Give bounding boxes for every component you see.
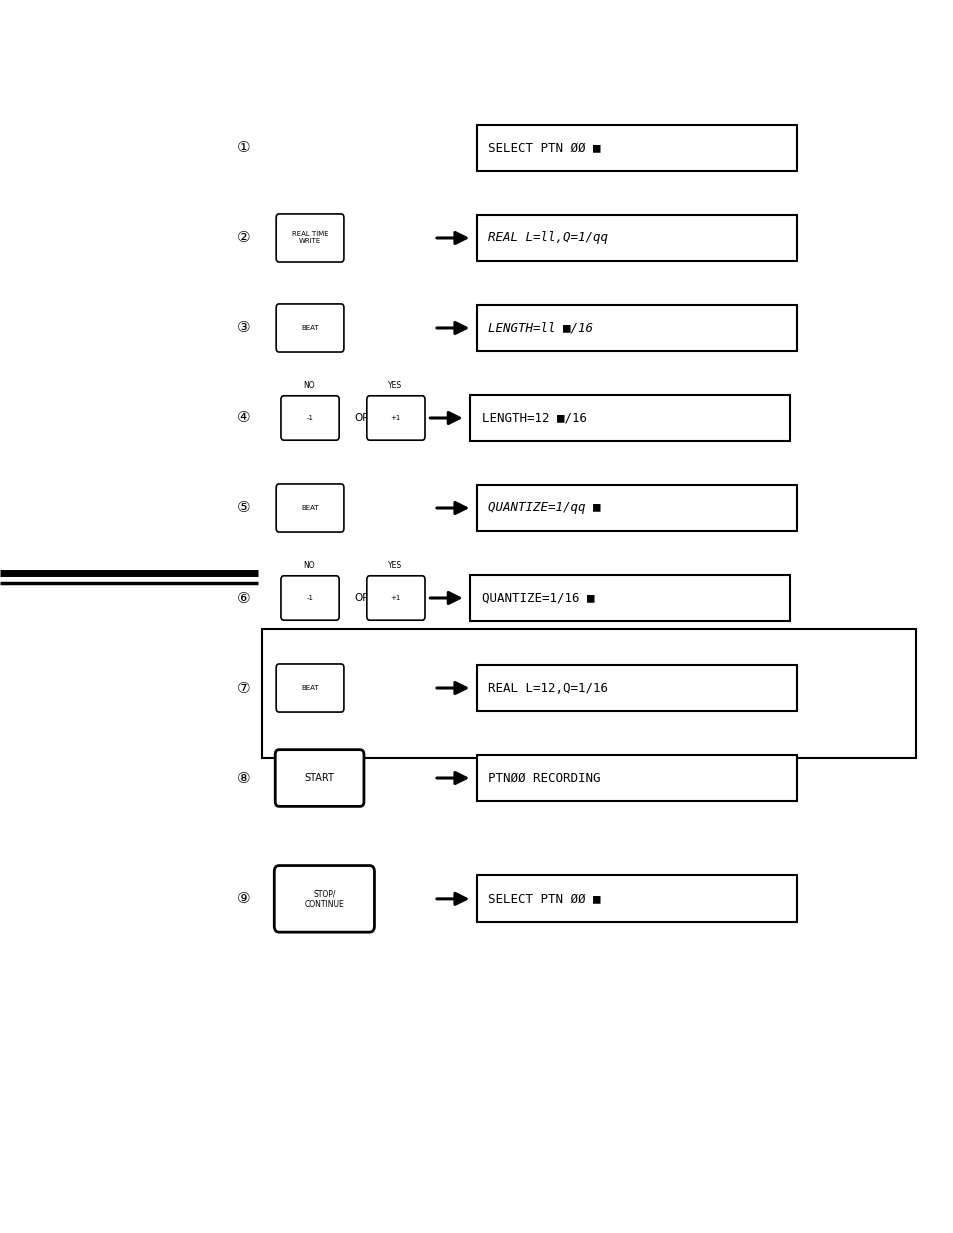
FancyBboxPatch shape bbox=[476, 755, 796, 801]
Text: BEAT: BEAT bbox=[301, 506, 318, 510]
Text: +1: +1 bbox=[391, 416, 400, 420]
FancyBboxPatch shape bbox=[275, 483, 343, 531]
FancyBboxPatch shape bbox=[274, 866, 374, 932]
Text: OR: OR bbox=[355, 593, 370, 603]
Text: SELECT PTN ØØ ■: SELECT PTN ØØ ■ bbox=[488, 893, 600, 905]
Text: -1: -1 bbox=[306, 596, 314, 600]
Text: LENGTH=12 ■/16: LENGTH=12 ■/16 bbox=[481, 412, 586, 424]
Text: QUANTIZE=1/16 ■: QUANTIZE=1/16 ■ bbox=[481, 592, 594, 604]
FancyBboxPatch shape bbox=[476, 665, 796, 711]
FancyBboxPatch shape bbox=[275, 663, 343, 713]
Text: ⑧: ⑧ bbox=[236, 771, 250, 785]
FancyBboxPatch shape bbox=[476, 125, 796, 171]
Text: LENGTH=ll ■/16: LENGTH=ll ■/16 bbox=[488, 322, 593, 334]
Text: REAL TIME
WRITE: REAL TIME WRITE bbox=[292, 232, 328, 244]
Text: REAL L=ll,Q=1/qq: REAL L=ll,Q=1/qq bbox=[488, 232, 608, 244]
Text: STOP/
CONTINUE: STOP/ CONTINUE bbox=[304, 889, 344, 909]
Text: ④: ④ bbox=[236, 411, 250, 425]
FancyBboxPatch shape bbox=[274, 750, 364, 806]
Text: ②: ② bbox=[236, 231, 250, 245]
Text: -1: -1 bbox=[306, 416, 314, 420]
Text: ⑦: ⑦ bbox=[236, 681, 250, 695]
Text: ③: ③ bbox=[236, 321, 250, 335]
Text: BEAT: BEAT bbox=[301, 326, 318, 330]
FancyBboxPatch shape bbox=[476, 305, 796, 351]
Text: +1: +1 bbox=[391, 596, 400, 600]
FancyBboxPatch shape bbox=[262, 629, 915, 758]
Text: PTNØØ RECORDING: PTNØØ RECORDING bbox=[488, 772, 600, 784]
Text: ⑥: ⑥ bbox=[236, 591, 250, 605]
Text: YES: YES bbox=[388, 561, 401, 571]
Text: SELECT PTN ØØ ■: SELECT PTN ØØ ■ bbox=[488, 142, 600, 154]
Text: BEAT: BEAT bbox=[301, 686, 318, 690]
FancyBboxPatch shape bbox=[275, 303, 343, 353]
Text: NO: NO bbox=[303, 381, 314, 391]
Text: START: START bbox=[304, 773, 335, 783]
Text: OR: OR bbox=[355, 413, 370, 423]
FancyBboxPatch shape bbox=[366, 576, 424, 620]
FancyBboxPatch shape bbox=[470, 395, 789, 441]
Text: ①: ① bbox=[236, 141, 250, 155]
FancyBboxPatch shape bbox=[280, 396, 338, 440]
FancyBboxPatch shape bbox=[470, 575, 789, 621]
FancyBboxPatch shape bbox=[476, 875, 796, 922]
Text: NO: NO bbox=[303, 561, 314, 571]
FancyBboxPatch shape bbox=[476, 215, 796, 261]
FancyBboxPatch shape bbox=[280, 576, 338, 620]
Text: YES: YES bbox=[388, 381, 401, 391]
Text: REAL L=12,Q=1/16: REAL L=12,Q=1/16 bbox=[488, 682, 608, 694]
Text: ⑤: ⑤ bbox=[236, 501, 250, 515]
FancyBboxPatch shape bbox=[366, 396, 424, 440]
FancyBboxPatch shape bbox=[476, 485, 796, 531]
Text: ⑨: ⑨ bbox=[236, 891, 250, 906]
FancyBboxPatch shape bbox=[275, 213, 343, 261]
Text: QUANTIZE=1/qq ■: QUANTIZE=1/qq ■ bbox=[488, 502, 600, 514]
